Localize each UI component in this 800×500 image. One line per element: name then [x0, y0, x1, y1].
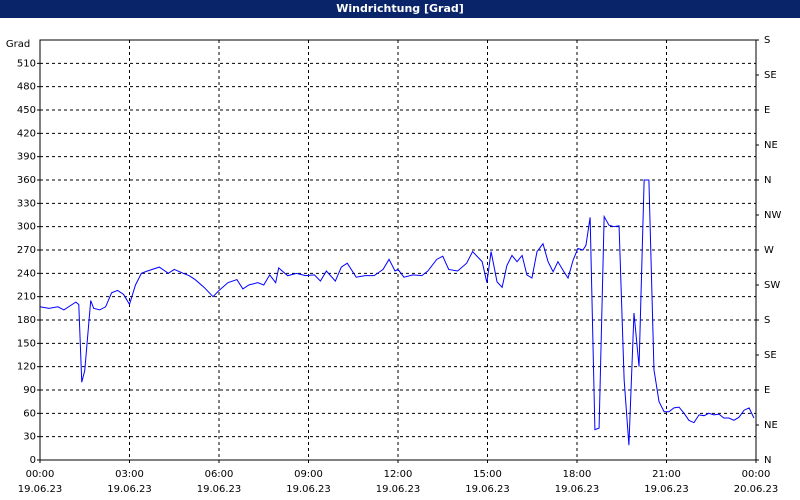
y-tick-label: 180 [17, 315, 36, 326]
x-tick-date: 19.06.23 [644, 484, 689, 495]
x-tick-date: 19.06.23 [107, 484, 152, 495]
data-line [39, 179, 755, 446]
y2-tick-label: S [764, 35, 770, 46]
y-tick-label: 150 [17, 338, 36, 349]
y-tick-label: 60 [23, 408, 36, 419]
y-tick-label: 360 [17, 175, 36, 186]
y-tick-label: 240 [17, 268, 36, 279]
y2-tick-label: N [764, 175, 771, 186]
x-tick-date: 20.06.23 [734, 484, 779, 495]
y-tick-label: 480 [17, 82, 36, 93]
y-tick-label: 90 [23, 385, 36, 396]
y2-tick-label: NW [764, 210, 781, 221]
x-tick-date: 19.06.23 [197, 484, 242, 495]
y-tick-label: 270 [17, 245, 36, 256]
y2-tick-label: W [764, 245, 774, 256]
x-tick-label: 03:00 [115, 469, 144, 480]
plot-frame [39, 39, 757, 461]
y-tick-label: 120 [17, 362, 36, 373]
y2-tick-label: SE [764, 70, 777, 81]
y2-tick-label: E [764, 105, 770, 116]
y2-tick-label: SE [764, 350, 777, 361]
x-tick-label: 15:00 [473, 469, 502, 480]
x-tick-label: 00:00 [742, 469, 771, 480]
y2-tick-label: SW [764, 280, 780, 291]
x-tick-label: 09:00 [294, 469, 323, 480]
x-tick-label: 18:00 [563, 469, 592, 480]
chart-title: Windrichtung [Grad] [336, 2, 464, 15]
y2-tick-label: NE [764, 420, 778, 431]
y-tick-label: 300 [17, 222, 36, 233]
title-bar [0, 0, 800, 18]
x-tick-label: 21:00 [652, 469, 681, 480]
y-tick-label: 390 [17, 152, 36, 163]
y2-tick-label: S [764, 315, 770, 326]
y-tick-label: 510 [17, 58, 36, 69]
y-tick-label: 330 [17, 198, 36, 209]
y-tick-label: 0 [30, 455, 36, 466]
x-tick-label: 06:00 [205, 469, 234, 480]
y-tick-label: 450 [17, 105, 36, 116]
x-tick-date: 19.06.23 [286, 484, 331, 495]
x-tick-label: 12:00 [384, 469, 413, 480]
x-tick-date: 19.06.23 [18, 484, 63, 495]
y2-tick-label: NE [764, 140, 778, 151]
x-tick-date: 19.06.23 [376, 484, 421, 495]
y-tick-label: 210 [17, 292, 36, 303]
x-tick-date: 19.06.23 [555, 484, 600, 495]
y-tick-label: 420 [17, 128, 36, 139]
x-tick-date: 19.06.23 [465, 484, 510, 495]
y2-tick-label: N [764, 455, 771, 466]
x-tick-label: 00:00 [26, 469, 55, 480]
y2-tick-label: E [764, 385, 770, 396]
y-tick-label: 30 [23, 432, 36, 443]
y-axis-label: Grad [6, 39, 30, 50]
